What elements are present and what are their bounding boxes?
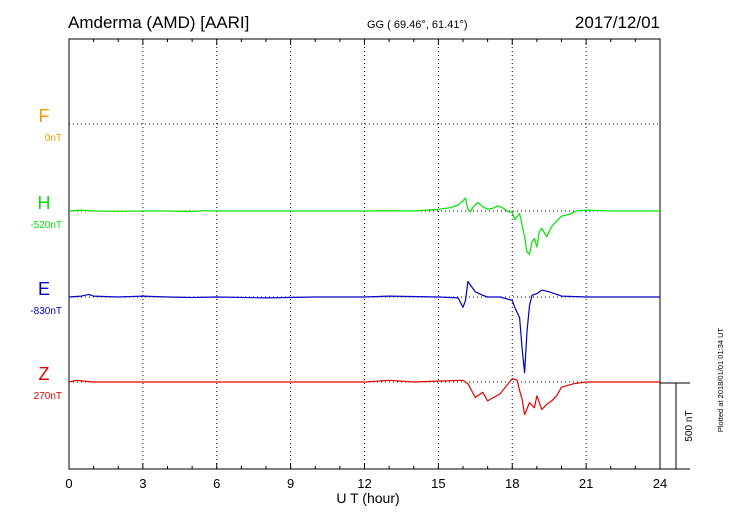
channel-labels: F 0nT H -520nT E -830nT Z 270nT (30, 106, 62, 402)
x-tick-label: 21 (579, 476, 593, 491)
x-tick-label: 6 (213, 476, 220, 491)
x-tick-label: 9 (287, 476, 294, 491)
series-line-z (68, 378, 660, 416)
x-axis-label: U T (hour) (336, 490, 399, 506)
data-series (68, 197, 660, 416)
station-title: Amderma (AMD) [AARI] (68, 13, 249, 32)
channel-offset-f: 0nT (45, 133, 62, 144)
channel-offset-z: 270nT (34, 391, 62, 402)
x-tick-label: 0 (65, 476, 72, 491)
x-tick-label: 18 (505, 476, 519, 491)
x-tick-label: 24 (653, 476, 667, 491)
plotted-at-note: Plotted at 2018/01/01 01:34 UT (716, 327, 725, 432)
channel-name-z: Z (39, 364, 50, 384)
grid-lines (69, 39, 660, 469)
channel-offset-e: -830nT (30, 306, 62, 317)
x-tick-label: 15 (431, 476, 445, 491)
coordinates-label: GG ( 69.46°, 61.41°) (367, 19, 468, 31)
series-line-e (68, 280, 660, 374)
channel-name-h: H (38, 193, 51, 213)
series-line-h (68, 197, 660, 255)
x-axis: 0 3 6 9 12 15 18 21 24 (65, 39, 667, 491)
scale-bar-label: 500 nT (684, 410, 695, 441)
date-label: 2017/12/01 (575, 13, 660, 32)
x-tick-label: 3 (139, 476, 146, 491)
x-tick-label: 12 (357, 476, 371, 491)
channel-offset-h: -520nT (30, 220, 62, 231)
channel-name-e: E (38, 279, 50, 299)
scale-bar: 500 nT (660, 382, 695, 470)
channel-name-f: F (39, 106, 50, 126)
